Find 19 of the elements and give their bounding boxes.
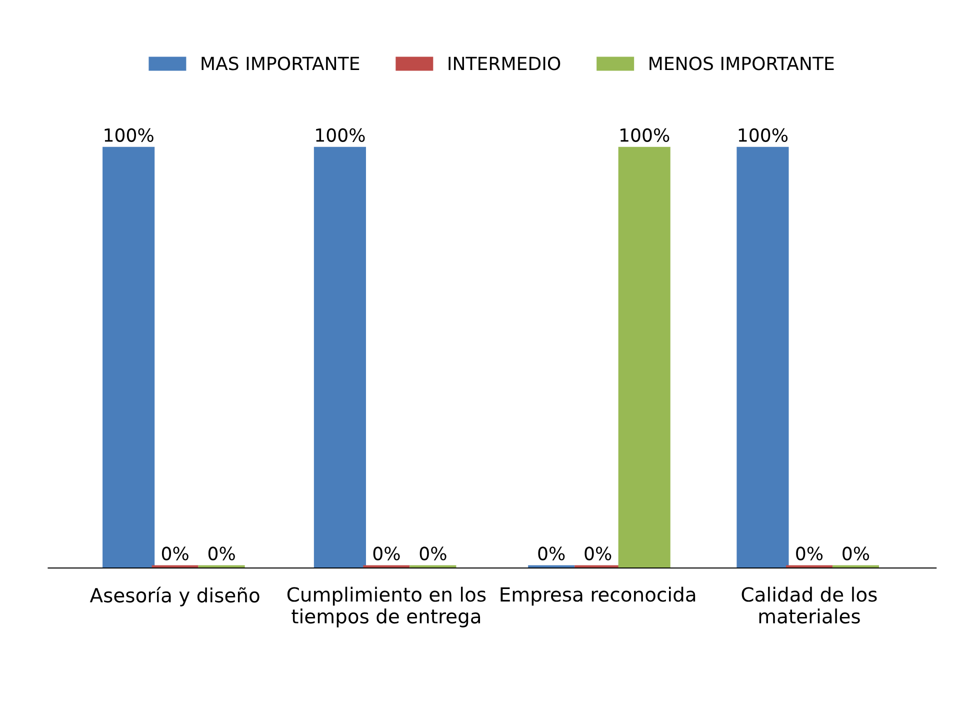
data-label: 0% — [420, 546, 446, 560]
x-tick-label: Asesoría y diseño — [90, 586, 260, 606]
data-label: 0% — [538, 546, 565, 560]
x-tick-label: Cumplimiento en los tiempos de entrega — [287, 586, 486, 628]
data-label: 0% — [162, 546, 188, 560]
data-label: 100% — [316, 128, 365, 142]
data-label: 0% — [584, 546, 612, 560]
data-label: 100% — [104, 128, 154, 142]
x-tick-label: Empresa reconocida — [500, 586, 696, 606]
x-tick-label: Calidad de los materiales — [742, 586, 877, 624]
data-label: 0% — [796, 546, 823, 560]
data-label: 0% — [208, 546, 235, 560]
data-label: 100% — [620, 128, 670, 142]
legend-label: INTERMEDIO — [448, 56, 560, 70]
data-label: 0% — [373, 546, 400, 560]
data-label: 100% — [738, 128, 788, 142]
legend-label: MAS IMPORTANTE — [202, 56, 360, 70]
legend-label: MENOS IMPORTANTE — [650, 56, 834, 70]
data-label: 0% — [842, 546, 870, 560]
